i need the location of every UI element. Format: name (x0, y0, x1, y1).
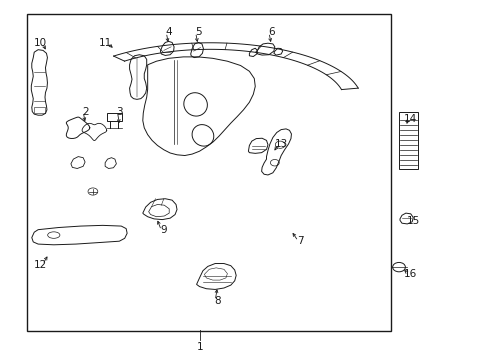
Text: 13: 13 (274, 139, 287, 149)
Bar (106, 113, 122, 121)
Text: 3: 3 (116, 107, 123, 117)
Bar (27, 14, 390, 331)
Text: 11: 11 (98, 38, 112, 48)
Text: 6: 6 (267, 27, 274, 37)
Text: 8: 8 (214, 296, 221, 306)
Text: 1: 1 (197, 342, 203, 352)
Text: 4: 4 (165, 27, 172, 37)
Bar (34, 107, 45, 113)
Text: 2: 2 (82, 107, 89, 117)
Text: 9: 9 (160, 225, 167, 235)
Text: 12: 12 (33, 260, 47, 270)
Text: 14: 14 (403, 114, 417, 124)
Text: 5: 5 (194, 27, 201, 37)
Text: 16: 16 (403, 269, 417, 279)
Text: 7: 7 (297, 236, 304, 246)
Text: 10: 10 (34, 38, 46, 48)
Text: 15: 15 (406, 216, 419, 226)
